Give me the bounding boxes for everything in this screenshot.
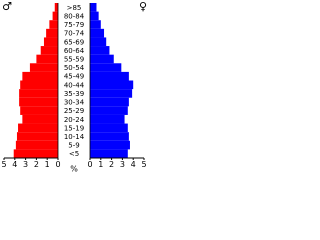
age-label: 55-59 [64, 55, 84, 63]
bar-female [90, 11, 99, 21]
age-label: 20-24 [64, 116, 85, 124]
bar-male [19, 89, 58, 98]
bar-male [40, 46, 58, 55]
bar-female [90, 20, 101, 29]
bar-female [90, 149, 128, 158]
bar-female [90, 140, 130, 150]
age-label: <5 [69, 150, 79, 158]
x-tick-label: 4 [131, 160, 136, 169]
x-axis-label: % [70, 165, 78, 174]
x-tick-label: 0 [55, 160, 60, 169]
age-label: 30-34 [64, 99, 85, 107]
age-label: 45-49 [64, 73, 84, 81]
x-tick-label: 1 [98, 160, 103, 169]
bar-female [90, 28, 105, 38]
bar-male [36, 54, 58, 64]
age-label: 35-39 [64, 90, 84, 98]
bar-female [90, 3, 97, 12]
bar-female [90, 80, 134, 90]
legend-female: ♀ [139, 0, 147, 13]
age-label: 80-84 [64, 12, 85, 20]
bar-female [90, 46, 110, 55]
bar-female [90, 114, 125, 124]
bar-male [29, 63, 58, 72]
x-tick-label: 2 [34, 160, 39, 169]
bar-male [22, 71, 58, 81]
bar-male [22, 114, 58, 124]
bar-female [90, 123, 128, 133]
bar-female [90, 54, 114, 64]
bar-male [13, 149, 58, 158]
x-tick-label: 3 [23, 160, 28, 169]
bar-male [52, 11, 58, 21]
bar-male [16, 132, 58, 141]
age-label: 70-74 [64, 30, 85, 38]
bar-male [20, 106, 58, 115]
bar-female [90, 132, 129, 141]
x-tick-label: 5 [1, 160, 6, 169]
bar-male [54, 3, 58, 12]
age-label: 10-14 [64, 133, 85, 141]
x-tick-label: 3 [120, 160, 125, 169]
age-label: >85 [67, 4, 82, 12]
age-label: 65-69 [64, 38, 84, 46]
bar-male [46, 28, 58, 38]
bar-female [90, 89, 133, 98]
bar-male [18, 123, 58, 133]
age-label: 25-29 [64, 107, 84, 115]
age-label: 75-79 [64, 21, 84, 29]
age-label: 5-9 [68, 142, 79, 150]
legend-male: ♂ [2, 0, 12, 13]
bar-female [90, 97, 129, 107]
x-tick-label: 0 [87, 160, 92, 169]
x-tick-label: 4 [12, 160, 17, 169]
bar-male [20, 80, 58, 90]
bar-female [90, 37, 107, 47]
bar-female [90, 71, 129, 81]
x-tick-label: 2 [109, 160, 114, 169]
age-label: 60-64 [64, 47, 85, 55]
age-label: 50-54 [64, 64, 85, 72]
bar-male [43, 37, 58, 47]
age-label: 15-19 [64, 124, 84, 132]
x-tick-label: 1 [45, 160, 50, 169]
age-label: 40-44 [64, 81, 85, 89]
x-tick-label: 5 [141, 160, 146, 169]
chart: ♂ ♀ % >8580-8475-7970-7465-6960-6455-595… [1, 0, 147, 174]
bar-male [19, 97, 58, 107]
bar-male [15, 140, 58, 150]
bar-male [49, 20, 58, 29]
bar-female [90, 63, 122, 72]
bar-female [90, 106, 128, 115]
